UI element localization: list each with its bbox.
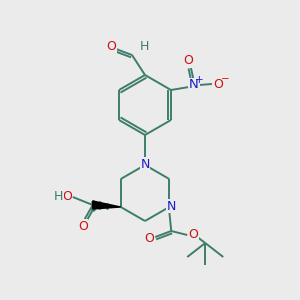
Text: H: H xyxy=(54,190,63,203)
Text: N: N xyxy=(167,200,176,212)
Text: O: O xyxy=(62,190,72,203)
Polygon shape xyxy=(93,201,121,209)
Text: O: O xyxy=(213,77,223,91)
Text: O: O xyxy=(188,229,198,242)
Text: −: − xyxy=(220,74,230,84)
Text: O: O xyxy=(106,40,116,52)
Text: O: O xyxy=(183,55,193,68)
Text: H: H xyxy=(139,40,149,53)
Text: O: O xyxy=(78,220,88,232)
Text: N: N xyxy=(189,79,199,92)
Text: N: N xyxy=(140,158,150,170)
Text: O: O xyxy=(144,232,154,245)
Text: +: + xyxy=(195,75,203,85)
